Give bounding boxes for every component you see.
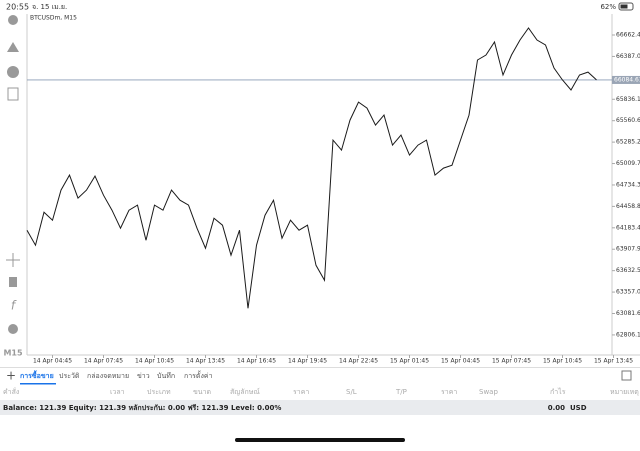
- y-tick-label: 65836.10: [616, 96, 640, 103]
- trade-icon[interactable]: [7, 42, 19, 52]
- crosshair-icon[interactable]: [6, 253, 20, 267]
- column-header: ราคา: [293, 388, 309, 396]
- y-tick-label: 65009.75: [616, 160, 640, 167]
- active-tab-underline: [20, 383, 56, 385]
- left-toolbar: f: [6, 15, 20, 334]
- x-tick-label: 14 Apr 13:45: [186, 358, 225, 365]
- column-header: Swap: [479, 388, 498, 396]
- account-icon[interactable]: [8, 15, 18, 25]
- column-header: คำสั่ง: [3, 387, 19, 396]
- y-tick-label: 63357.05: [616, 289, 640, 296]
- column-header: ขนาด: [193, 388, 211, 396]
- x-tick-label: 15 Apr 10:45: [543, 358, 582, 365]
- y-tick-label: 64458.85: [616, 203, 640, 210]
- tab[interactable]: การซื้อขาย: [20, 369, 54, 380]
- y-tick-label: 64183.40: [616, 224, 640, 231]
- status-time: 20:55: [6, 3, 29, 12]
- total-profit: 0.00: [548, 404, 565, 412]
- y-tick-label: 63632.50: [616, 267, 640, 274]
- y-tick-label: 65285.20: [616, 139, 640, 146]
- home-indicator: [235, 438, 405, 442]
- price-line: [26, 27, 597, 309]
- tabs: การซื้อขาย ประวัติ กล่องจดหมาย ข่าว บันทึก กา…: [20, 369, 213, 385]
- new-order-icon[interactable]: [7, 87, 19, 101]
- balance-bar: [0, 400, 640, 415]
- y-tick-label: 66662.45: [616, 32, 640, 39]
- column-header: S/L: [346, 388, 357, 396]
- chat-icon[interactable]: [7, 66, 19, 78]
- x-tick-label: 14 Apr 07:45: [84, 358, 123, 365]
- x-tick-label: 15 Apr 04:45: [441, 358, 480, 365]
- column-header: เวลา: [110, 388, 125, 396]
- battery-icon: [618, 2, 634, 11]
- divider: [0, 367, 640, 368]
- y-tick-label: 66387.00: [616, 53, 640, 60]
- current-price-label: 66084.61: [614, 76, 640, 83]
- column-header: กำไร: [550, 387, 566, 396]
- column-header: ประเภท: [147, 388, 171, 396]
- x-tick-label: 14 Apr 22:45: [339, 358, 378, 365]
- battery-level: [620, 4, 628, 9]
- column-header: T/P: [395, 388, 407, 396]
- currency: USD: [570, 404, 587, 412]
- indicator-icon[interactable]: f: [11, 299, 17, 313]
- tab[interactable]: ประวัติ: [59, 372, 80, 380]
- objects-icon[interactable]: [8, 324, 18, 334]
- tab[interactable]: กล่องจดหมาย: [87, 372, 129, 380]
- timeframe[interactable]: M15: [3, 349, 23, 358]
- current-price-box: [612, 75, 640, 84]
- expand-icon[interactable]: [621, 370, 632, 381]
- y-tick-label: 63907.95: [616, 246, 640, 253]
- column-header: หมายเหตุ: [610, 388, 639, 396]
- tab[interactable]: การตั้งค่า: [184, 369, 213, 380]
- x-tick-label: 15 Apr 13:45: [594, 358, 633, 365]
- y-tick-label: 64734.30: [616, 181, 640, 188]
- add-button[interactable]: +: [6, 369, 16, 383]
- chart: 62806.16 63081.60 63357.05 63632.50 63907.95…: [26, 27, 640, 365]
- x-tick-label: 15 Apr 07:45: [492, 358, 531, 365]
- column-header: สัญลักษณ์: [230, 388, 260, 396]
- chart-title: BTCUSDm, M15: [30, 15, 77, 22]
- x-tick-label: 14 Apr 16:45: [237, 358, 276, 365]
- table-header: คำสั่ง เวลา ประเภท ขนาด สัญลักษณ์ ราคา S/L T/P ร…: [3, 387, 639, 396]
- tab[interactable]: บันทึก: [157, 371, 175, 380]
- x-tick-label: 14 Apr 19:45: [288, 358, 327, 365]
- candle-icon[interactable]: [9, 277, 17, 287]
- y-tick-label: 63081.60: [616, 310, 640, 317]
- balance-text: Balance: 121.39 Equity: 121.39 หลักประกั…: [3, 404, 281, 412]
- x-tick-label: 15 Apr 01:45: [390, 358, 429, 365]
- column-header: ราคา: [441, 388, 457, 396]
- tab[interactable]: ข่าว: [137, 372, 150, 380]
- status-date: จ. 15 เม.ย.: [32, 3, 67, 11]
- x-tick-label: 14 Apr 10:45: [135, 358, 174, 365]
- battery-percent: 62%: [600, 3, 616, 11]
- y-tick-label: 65560.65: [616, 117, 640, 124]
- x-tick-label: 14 Apr 04:45: [33, 358, 72, 365]
- y-tick-label: 62806.16: [616, 331, 640, 338]
